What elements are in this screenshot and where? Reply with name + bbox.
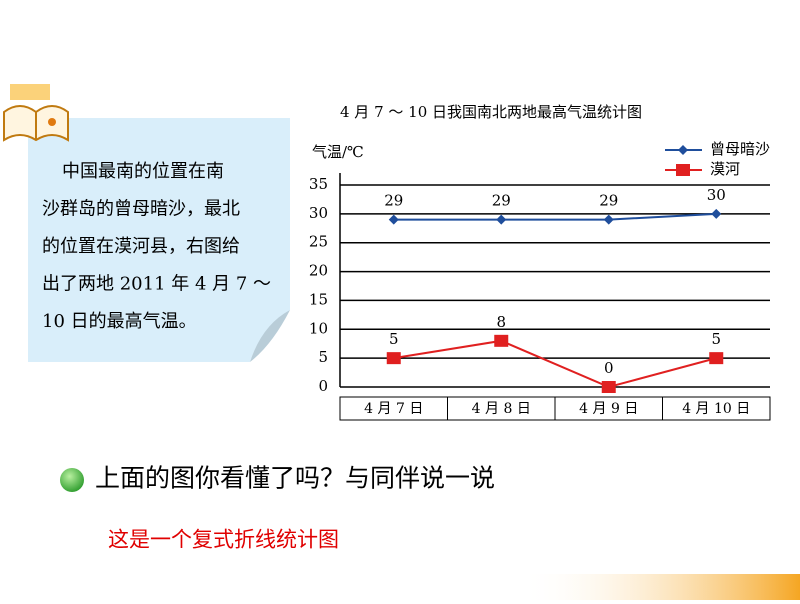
x-tick-label: 4 月 10 日: [682, 401, 750, 417]
bullet: [60, 468, 84, 492]
y-tick-label: 25: [309, 233, 328, 251]
note-line: 出了两地 2011 年 4 月 7 ～: [42, 274, 271, 295]
y-tick-label: 20: [309, 262, 328, 280]
y-tick-label: 10: [309, 319, 328, 337]
note-box: [28, 118, 290, 362]
point: [494, 334, 509, 347]
point: [386, 352, 401, 365]
note-line: 中国最南的位置在南: [62, 161, 224, 182]
data-label: 29: [492, 192, 511, 210]
question: 上面的图你看懂了吗？与同伴说一说: [95, 464, 495, 493]
y-tick-label: 30: [309, 204, 328, 222]
x-tick-label: 4 月 8 日: [472, 401, 531, 417]
x-tick-label: 4 月 7 日: [364, 401, 423, 417]
data-label: 8: [496, 313, 506, 331]
note-line: 的位置在漠河县，右图给: [42, 236, 240, 257]
point: [388, 214, 399, 225]
y-tick-label: 0: [318, 377, 328, 395]
data-label: 30: [707, 186, 726, 204]
legend-label: 漠河: [710, 160, 740, 178]
y-tick-label: 35: [309, 175, 328, 193]
y-axis-label: 气温/℃: [312, 143, 364, 161]
book-icon: [3, 105, 69, 142]
point: [603, 214, 614, 225]
data-label: 5: [711, 330, 721, 348]
series-line: [393, 212, 717, 221]
point: [709, 352, 724, 365]
point: [496, 214, 507, 225]
y-tick-label: 5: [318, 348, 328, 366]
legend-label: 曾母暗沙: [710, 140, 770, 158]
deco-footer: [520, 574, 800, 600]
data-label: 5: [389, 330, 399, 348]
point: [711, 208, 722, 219]
answer: 这是一个复式折线统计图: [108, 528, 339, 552]
series-line: [393, 339, 717, 389]
data-label: 0: [604, 359, 614, 377]
chart: 0 5 10 15 20 25 30 35 4 月 7 日 4 月 8 日 4 月 9 日 4 月 1…: [309, 140, 771, 421]
data-label: 29: [384, 192, 403, 210]
point: [601, 381, 616, 393]
legend-marker: [678, 145, 688, 155]
note-line: 10 日的最高气温。: [42, 311, 197, 332]
deco-bar: [10, 84, 50, 100]
data-label: 29: [599, 192, 618, 210]
note-line: 沙群岛的曾母暗沙，最北: [42, 199, 240, 220]
y-tick-label: 15: [309, 290, 328, 308]
chart-title: 4 月 7 ～ 10 日我国南北两地最高气温统计图: [340, 103, 642, 121]
x-tick-label: 4 月 9 日: [579, 401, 638, 417]
legend-marker: [676, 164, 690, 176]
note-curl: [250, 310, 290, 362]
